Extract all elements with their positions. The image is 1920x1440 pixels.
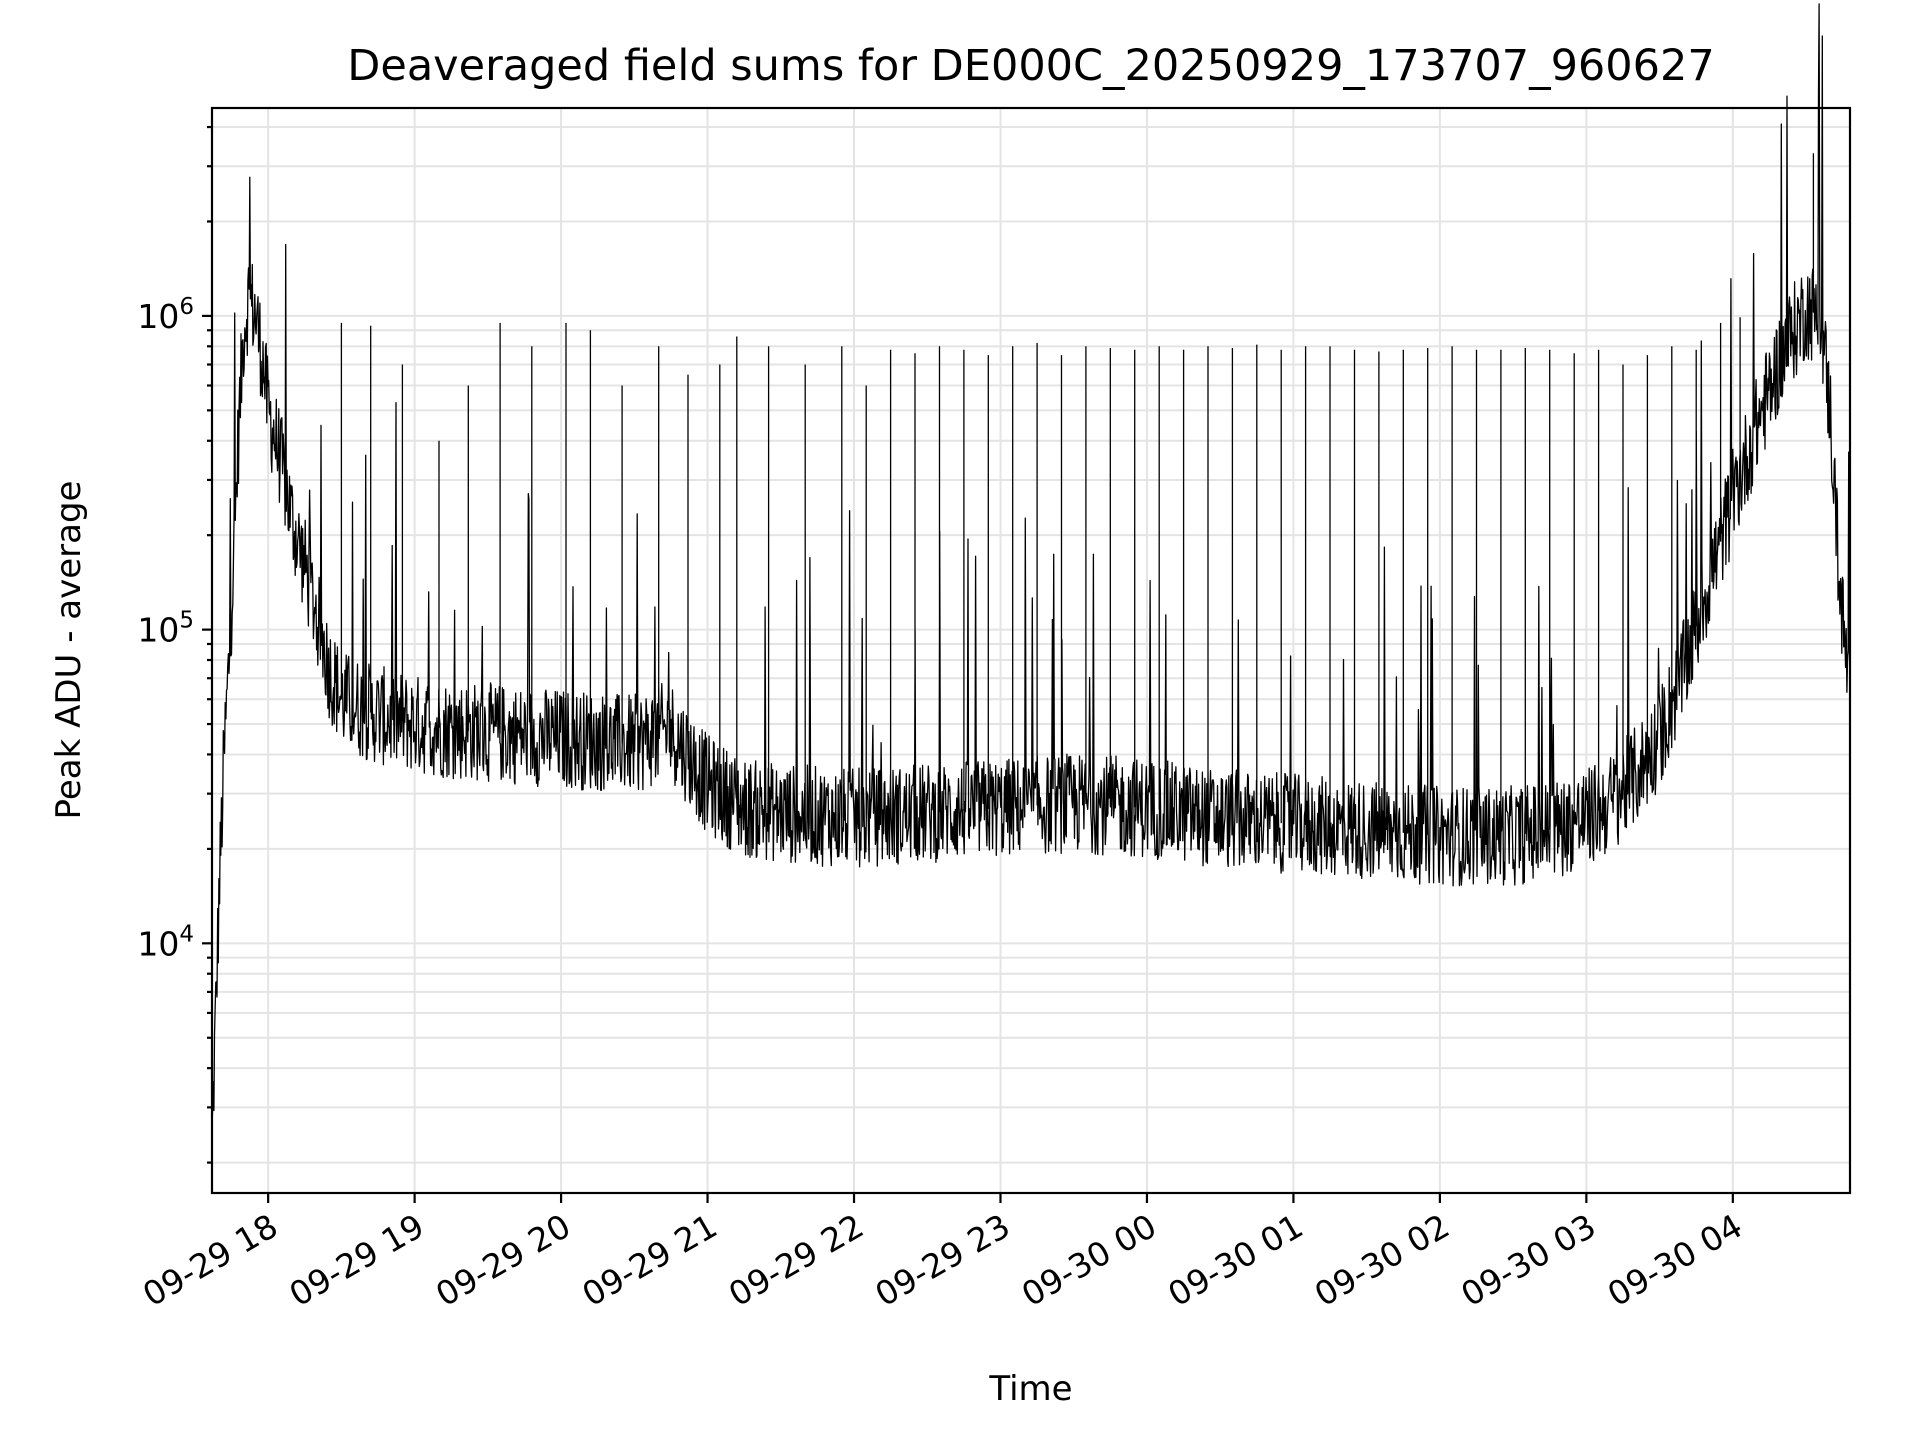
y-tick-label: 104 xyxy=(137,921,194,963)
series-line xyxy=(211,3,1851,1129)
plot-frame xyxy=(210,106,1852,1195)
y-tick-exponent: 5 xyxy=(179,608,194,634)
y-tick-exponent: 6 xyxy=(179,294,194,320)
y-tick-exponent: 4 xyxy=(179,921,194,947)
chart-title: Deaveraged field sums for DE000C_2025092… xyxy=(347,41,1714,91)
y-tick-label: 105 xyxy=(137,608,194,650)
y-tick-label: 106 xyxy=(137,294,194,336)
grid xyxy=(212,108,1850,1193)
y-tick-base: 10 xyxy=(137,924,179,963)
y-tick-base: 10 xyxy=(137,297,179,336)
y-tick-base: 10 xyxy=(137,611,179,650)
x-axis-label: Time xyxy=(988,1369,1072,1409)
y-axis-label: Peak ADU - average xyxy=(49,481,89,820)
